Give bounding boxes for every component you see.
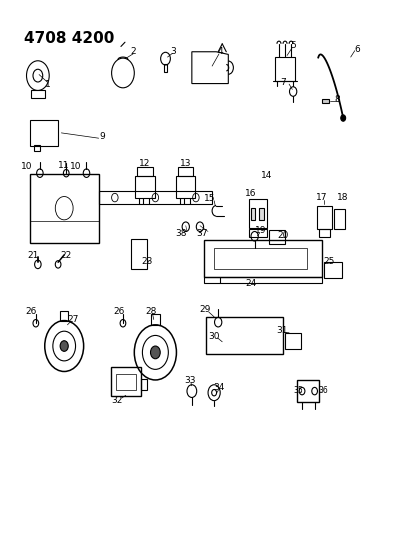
Bar [259,208,264,220]
Text: 11: 11 [58,161,70,170]
Text: 4708 4200: 4708 4200 [24,31,114,46]
Text: 28: 28 [146,307,157,316]
Bar [30,119,58,146]
Text: 9: 9 [100,132,106,141]
Text: 36: 36 [319,385,328,394]
Bar [204,277,322,284]
Text: 24: 24 [245,279,256,288]
Text: 10: 10 [21,163,33,171]
Bar [151,314,160,325]
Text: 34: 34 [214,383,225,392]
Text: 10: 10 [70,163,81,171]
Bar [175,176,195,198]
Bar [177,167,193,176]
Text: 8: 8 [335,95,341,104]
Text: 15: 15 [204,194,216,203]
Bar [206,317,283,354]
Bar [135,176,155,198]
Bar [319,229,330,237]
Circle shape [151,346,160,359]
Text: 19: 19 [255,227,266,236]
Bar [251,208,255,220]
Bar [111,367,141,397]
Text: 17: 17 [316,193,327,202]
Text: 35: 35 [293,385,303,394]
Bar [141,379,147,390]
Text: 14: 14 [261,171,273,180]
Text: 6: 6 [354,45,360,54]
Text: 27: 27 [67,315,79,324]
Text: 1: 1 [45,80,51,89]
Text: 29: 29 [200,305,211,314]
Bar [275,57,295,81]
Text: 33: 33 [184,376,195,385]
Bar [297,381,319,402]
Text: 31: 31 [277,326,288,335]
Bar [285,333,301,349]
Text: 20: 20 [277,231,289,240]
Text: 26: 26 [25,307,36,316]
Text: 2: 2 [130,47,136,56]
Circle shape [60,341,68,351]
Text: 30: 30 [208,332,220,341]
Bar [131,239,147,269]
Bar [31,91,45,98]
Text: 22: 22 [61,252,72,261]
Bar [248,199,267,228]
Bar [214,248,307,269]
Text: 26: 26 [113,307,124,316]
Bar [34,145,40,151]
Text: 5: 5 [290,42,296,51]
Text: 3: 3 [171,47,177,56]
Text: 7: 7 [280,78,286,87]
Circle shape [341,115,346,121]
Bar [30,174,99,243]
Text: 21: 21 [27,252,39,261]
Bar [322,100,329,103]
Bar [248,229,267,237]
Bar [204,240,322,277]
Text: 32: 32 [111,395,122,405]
Text: 25: 25 [323,257,335,265]
Bar [60,311,68,320]
Bar [334,209,345,229]
Bar [324,262,342,278]
Bar [116,374,136,390]
Bar [317,206,332,229]
Text: 13: 13 [180,159,191,167]
Bar [137,167,153,176]
Text: 4: 4 [217,47,223,56]
Bar [99,191,212,204]
Text: 37: 37 [196,229,208,238]
Text: 23: 23 [142,257,153,265]
Text: 16: 16 [245,189,256,198]
Text: 18: 18 [337,193,349,202]
Text: 38: 38 [175,229,186,238]
Bar [269,230,285,244]
Text: 12: 12 [139,159,151,167]
Bar [164,64,167,72]
